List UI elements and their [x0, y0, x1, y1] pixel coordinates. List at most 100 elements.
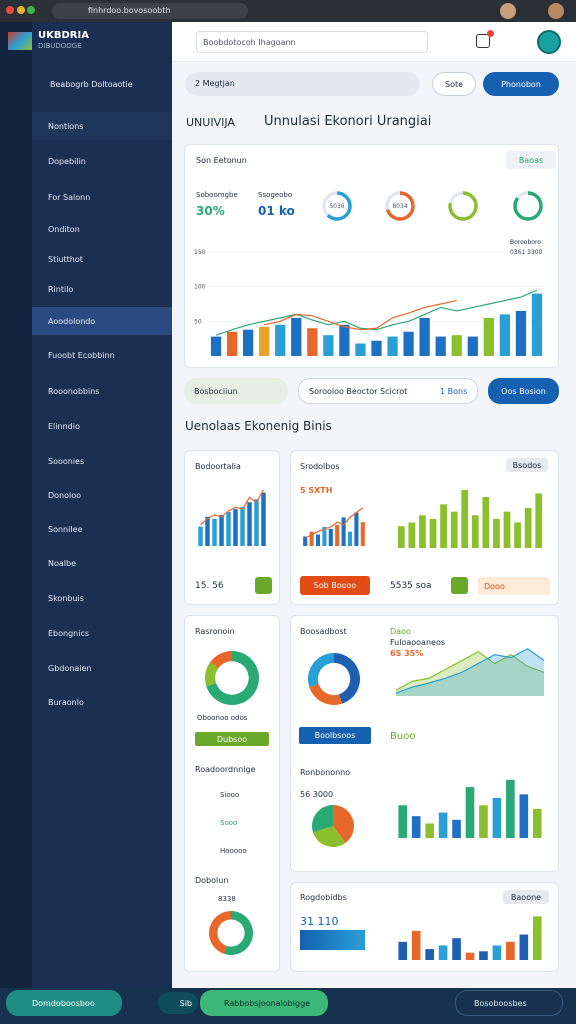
card-button[interactable]: Dooo — [478, 577, 550, 595]
filter-tag: 1 Bons — [440, 387, 468, 396]
url-bar[interactable]: finhrdoo.bovosoobth — [52, 3, 248, 19]
sidebar-item[interactable]: Fuoobt Ecobbinn — [48, 350, 115, 360]
bar — [435, 336, 446, 356]
sidebar-item[interactable]: Sonnilee — [48, 524, 83, 534]
pie-chart — [312, 805, 354, 847]
sidebar-header: Beabogrb Doltoaotie — [50, 80, 133, 89]
card-button[interactable]: Sob Boooo — [300, 576, 370, 595]
bar — [450, 511, 458, 548]
sidebar-item[interactable]: Stiutthot — [48, 254, 83, 264]
sidebar-item[interactable]: Rooonobbins — [48, 386, 100, 396]
filter-input[interactable]: Sorooloo Beoctor Scicrot — [298, 378, 478, 404]
area-value: 6S 35% — [390, 649, 424, 658]
bar — [398, 805, 408, 838]
bar — [440, 504, 447, 548]
user-avatar[interactable] — [537, 30, 561, 54]
slice — [205, 662, 219, 687]
bar — [322, 526, 327, 546]
bar — [323, 335, 334, 356]
bar — [438, 945, 448, 960]
bottom-pill[interactable]: Bosoboosbes — [455, 990, 563, 1016]
slice — [333, 805, 354, 843]
sidebar-item[interactable]: Noalbe — [48, 558, 77, 568]
avatar[interactable] — [500, 3, 516, 19]
dropdown[interactable]: Bosbociiun — [184, 378, 288, 404]
sidebar-item[interactable]: Rintilo — [48, 284, 74, 294]
filter-button[interactable]: Oos Bosion — [488, 378, 559, 404]
bar — [535, 493, 543, 548]
sidebar-item[interactable]: Nontions — [32, 112, 172, 140]
card-title: Ronbononno — [300, 768, 351, 777]
bottom-chip[interactable]: Sib — [158, 992, 198, 1014]
gauge — [513, 191, 543, 221]
card-icon-button[interactable] — [451, 577, 468, 594]
sidebar-item[interactable]: Donoloo — [48, 490, 82, 500]
bar — [335, 525, 340, 546]
card-link[interactable]: Buoo — [390, 731, 416, 742]
bottom-pill[interactable]: Domdoboosboo — [6, 990, 122, 1016]
bar — [328, 528, 333, 546]
list-item[interactable]: Sooo — [220, 819, 238, 827]
bar — [532, 808, 542, 838]
bar — [531, 293, 543, 356]
bar — [261, 492, 266, 546]
notification-icon[interactable] — [476, 34, 490, 48]
donut-chart — [205, 651, 259, 705]
sidebar-item[interactable]: Buraonlo — [48, 697, 84, 707]
donut-chart — [208, 911, 253, 955]
breadcrumb[interactable]: 2 Megtjan — [185, 72, 420, 96]
bar — [226, 511, 231, 546]
line — [264, 299, 457, 331]
bar — [254, 499, 259, 546]
gauge-arc — [322, 191, 352, 221]
sidebar-item[interactable]: Elinndio — [48, 421, 80, 431]
bar — [492, 798, 502, 838]
card-tag[interactable]: Baoone — [503, 890, 549, 904]
list-item[interactable]: Hooooo — [220, 847, 247, 855]
area — [396, 651, 544, 696]
bar — [452, 938, 461, 960]
card-button[interactable]: Dubsoo — [195, 732, 269, 746]
sidebar-item[interactable]: Skonbuis — [48, 593, 84, 603]
card-icon-button[interactable] — [255, 577, 272, 594]
mini-chart — [303, 507, 365, 546]
donut-chart — [308, 653, 360, 705]
sidebar-item[interactable]: Sooonies — [48, 456, 85, 466]
page-title: Unnulasi Ekonori Urangiai — [264, 114, 432, 129]
line — [395, 650, 545, 691]
bar — [492, 945, 502, 960]
sidebar-item[interactable]: Gbdonaien — [48, 663, 92, 673]
sidebar-item[interactable]: For Salonn — [48, 192, 91, 202]
card-caption: Oboonoo odos — [197, 714, 248, 722]
secondary-button[interactable]: Sote — [432, 72, 476, 96]
sidebar — [32, 22, 172, 988]
sidebar-item[interactable]: Onditon — [48, 224, 80, 234]
mini-chart — [198, 489, 266, 546]
bar — [397, 526, 405, 548]
search-box[interactable]: Boobdotocoh Ihagoann — [196, 31, 428, 53]
primary-button[interactable]: Phonobon — [483, 72, 559, 96]
bar — [438, 812, 448, 838]
sidebar-item[interactable]: Dopebilin — [48, 156, 86, 166]
tab[interactable]: Baoas — [506, 151, 556, 169]
bar — [506, 941, 515, 960]
card-button[interactable]: Boolbsoos — [299, 727, 371, 744]
bar — [499, 314, 511, 356]
card-tag[interactable]: Bsodos — [506, 458, 548, 472]
gauge: 8034 — [385, 191, 415, 221]
bar — [519, 794, 529, 838]
slice — [206, 651, 259, 705]
sidebar-item[interactable]: Aoodolondo — [32, 307, 172, 335]
bar — [198, 526, 203, 546]
line — [395, 648, 545, 694]
list-item[interactable]: Siooo — [220, 791, 240, 799]
bar — [205, 516, 210, 546]
bar — [303, 536, 308, 546]
bar — [307, 328, 318, 356]
avatar[interactable] — [548, 3, 564, 19]
bottom-pill[interactable]: Rabbobsjoonaiobigge — [200, 990, 328, 1016]
sidebar-item[interactable]: Ebongnics — [48, 628, 90, 638]
bar — [467, 336, 478, 356]
card-value: 31 110 — [300, 915, 339, 928]
